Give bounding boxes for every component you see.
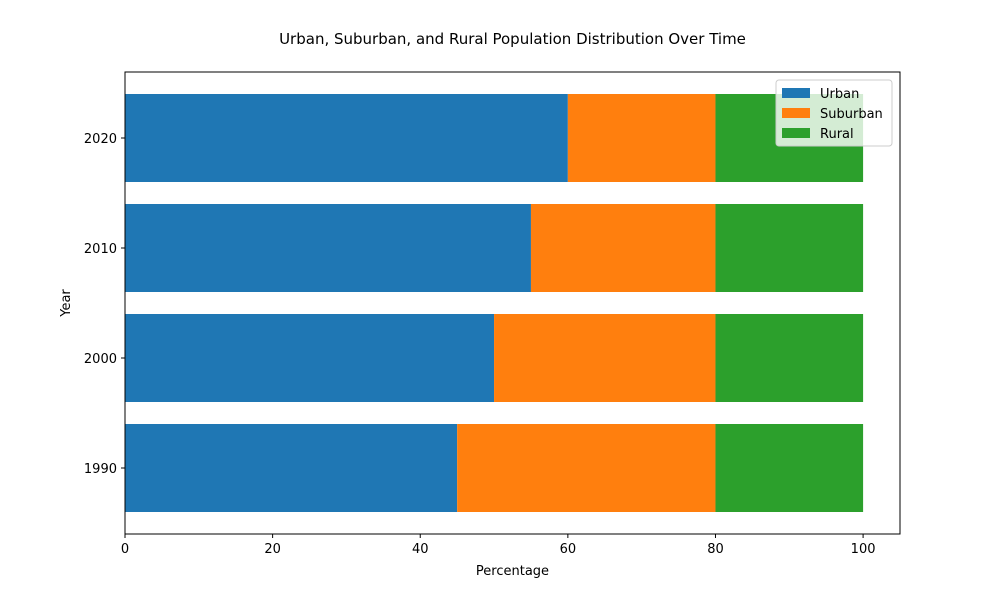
bar-urban-2000	[125, 314, 495, 402]
legend-swatch-rural	[782, 128, 810, 138]
bar-rural-2010	[715, 204, 864, 292]
x-axis: 0 20 40 60 80 100	[121, 534, 876, 557]
bar-rural-1990	[715, 424, 864, 512]
y-axis-label: Year	[59, 289, 74, 318]
x-tick-label: 60	[560, 542, 577, 557]
legend-swatch-suburban	[782, 108, 810, 118]
y-axis: 1990 2000 2010 2020	[84, 132, 125, 477]
x-tick-label: 100	[851, 542, 876, 557]
legend-swatch-urban	[782, 88, 810, 98]
y-tick-label: 1990	[84, 462, 117, 477]
bar-suburban-2010	[530, 204, 716, 292]
y-tick-label: 2000	[84, 352, 117, 367]
bar-suburban-2020	[567, 94, 716, 182]
bar-suburban-1990	[457, 424, 716, 512]
y-tick-label: 2020	[84, 132, 117, 147]
x-tick-label: 80	[707, 542, 724, 557]
x-tick-label: 40	[412, 542, 429, 557]
legend-label-urban: Urban	[820, 87, 859, 102]
bar-suburban-2000	[494, 314, 716, 402]
y-tick-label: 2010	[84, 242, 117, 257]
legend: Urban Suburban Rural	[775, 79, 893, 147]
x-tick-label: 20	[264, 542, 281, 557]
bars-layer	[125, 94, 864, 512]
plot-frame	[124, 71, 901, 535]
legend-label-rural: Rural	[820, 127, 854, 142]
x-tick-label: 0	[121, 542, 129, 557]
bar-urban-1990	[125, 424, 458, 512]
chart-title: Urban, Suburban, and Rural Population Di…	[279, 30, 746, 48]
x-axis-label: Percentage	[476, 564, 549, 579]
bar-urban-2020	[125, 94, 568, 182]
bar-urban-2010	[125, 204, 531, 292]
legend-label-suburban: Suburban	[820, 107, 883, 122]
bar-rural-2000	[715, 314, 864, 402]
